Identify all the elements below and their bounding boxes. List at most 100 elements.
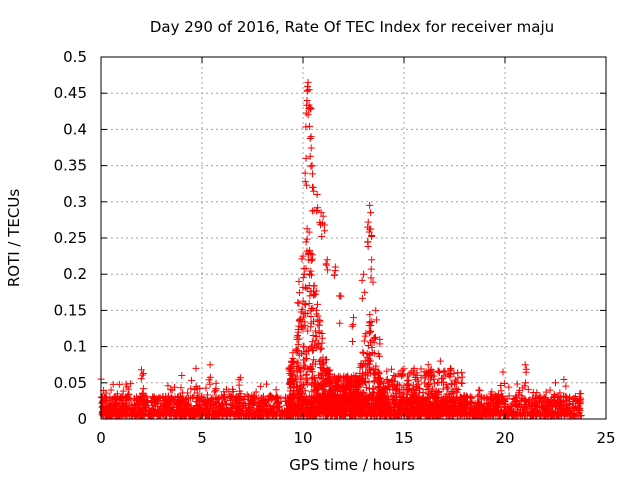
data-point (237, 411, 245, 419)
data-point (234, 403, 242, 411)
peak-point (336, 319, 344, 327)
data-point (499, 392, 507, 400)
peak-point (364, 238, 372, 246)
data-point (266, 411, 274, 419)
data-point (485, 411, 493, 419)
peak-point (323, 256, 331, 264)
data-point (511, 402, 519, 410)
data-point (475, 399, 483, 407)
y-tick-label: 0.5 (63, 48, 87, 66)
data-point (290, 358, 298, 366)
data-point (275, 398, 283, 406)
data-point (522, 379, 530, 387)
data-point (423, 412, 431, 420)
data-point (420, 379, 428, 387)
peak-point (304, 78, 312, 86)
data-point (313, 332, 321, 340)
data-point (563, 407, 571, 415)
data-point (562, 392, 570, 400)
data-point (299, 274, 307, 282)
data-point (125, 405, 133, 413)
data-point (195, 406, 203, 414)
y-tick-label: 0.35 (54, 157, 87, 175)
peak-point (309, 170, 317, 178)
data-point (181, 395, 189, 403)
data-point (293, 395, 301, 403)
data-point (314, 321, 322, 329)
data-point (366, 311, 374, 319)
data-point (259, 394, 267, 402)
data-point (294, 340, 302, 348)
data-point (305, 256, 313, 264)
data-point (225, 388, 233, 396)
data-point (202, 384, 210, 392)
data-point (485, 400, 493, 408)
peak-point (373, 316, 381, 324)
data-point (299, 313, 307, 321)
peak-point (358, 276, 366, 284)
data-point (318, 339, 326, 347)
peak-point (301, 169, 309, 177)
data-point (571, 392, 579, 400)
data-point (252, 388, 260, 396)
data-point (383, 367, 391, 375)
data-point (195, 412, 203, 420)
y-tick-label: 0.2 (63, 265, 87, 283)
data-point (504, 404, 512, 412)
data-point (268, 407, 276, 415)
y-tick-label: 0.4 (63, 120, 87, 138)
data-point (565, 396, 573, 404)
peak-point (305, 86, 313, 94)
data-point (254, 409, 262, 417)
data-point (493, 408, 501, 416)
data-point (366, 329, 374, 337)
data-point (310, 356, 318, 364)
data-point (215, 394, 223, 402)
data-point (111, 395, 119, 403)
data-point (200, 401, 208, 409)
data-point (543, 398, 551, 406)
data-point (235, 398, 243, 406)
data-point (308, 338, 316, 346)
data-point (469, 406, 477, 414)
peak-point (366, 201, 374, 209)
data-point (270, 402, 278, 410)
peak-point (552, 379, 559, 387)
data-point (115, 380, 123, 388)
peak-point (192, 364, 200, 372)
data-point (556, 412, 564, 420)
data-point (134, 407, 142, 415)
data-point (197, 396, 205, 404)
peak-point (350, 314, 357, 322)
y-tick-label: 0.45 (54, 84, 87, 102)
data-point (531, 395, 539, 403)
data-point (112, 412, 120, 420)
y-tick-label: 0.3 (63, 193, 87, 211)
data-point (290, 393, 298, 401)
data-point (443, 411, 451, 419)
data-point (535, 394, 543, 402)
data-point (122, 397, 130, 405)
data-point (261, 400, 269, 408)
data-point (291, 402, 299, 410)
data-point (556, 389, 564, 397)
data-point (304, 309, 312, 317)
x-tick-label: 20 (495, 429, 514, 447)
data-point (319, 386, 327, 394)
data-point (312, 336, 320, 344)
data-point (457, 379, 465, 387)
data-point (193, 402, 201, 410)
data-point (309, 373, 317, 381)
data-point (344, 373, 352, 381)
data-point (400, 365, 408, 373)
peak-point (294, 299, 302, 307)
data-point (167, 386, 175, 394)
data-point (106, 400, 114, 408)
data-point (193, 410, 201, 418)
data-point (307, 267, 315, 275)
data-point (298, 305, 306, 313)
data-point (294, 328, 302, 336)
peak-point (307, 144, 315, 152)
